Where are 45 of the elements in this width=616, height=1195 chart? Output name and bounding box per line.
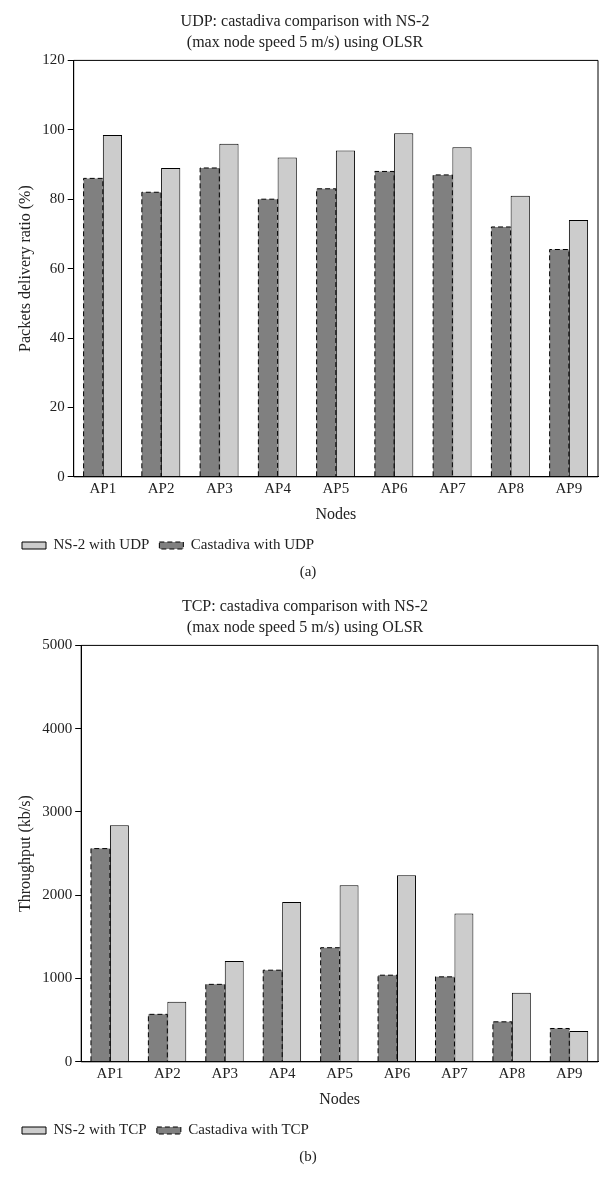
- y-tick-label: 4000: [42, 719, 73, 736]
- y-tick-label: 80: [49, 190, 65, 207]
- y-tick-label: 100: [42, 120, 65, 137]
- x-tick-label: AP5: [326, 1064, 353, 1081]
- x-tick-label: AP7: [441, 1064, 469, 1081]
- legend-label: Castadiva with TCP: [188, 1121, 309, 1138]
- x-axis-title: Nodes: [319, 1089, 361, 1107]
- y-tick-label: 5000: [42, 636, 73, 653]
- y-tick-label: 1000: [42, 969, 73, 986]
- x-tick-label: AP3: [206, 479, 233, 496]
- y-axis-title: Packets delivery ratio (%): [15, 185, 34, 352]
- x-tick-label: AP9: [555, 1064, 583, 1081]
- x-tick-label: AP1: [89, 479, 117, 496]
- x-tick-label: AP8: [498, 1064, 526, 1081]
- chart-title: TCP: castadiva comparison with NS-2: [181, 596, 429, 615]
- y-tick-label: 120: [42, 51, 65, 68]
- x-tick-label: AP4: [268, 1064, 297, 1081]
- legend-label: Castadiva with UDP: [190, 536, 315, 553]
- x-tick-label: AP6: [380, 479, 408, 496]
- text: (b): [298, 1148, 318, 1166]
- chart-title: UDP: castadiva comparison with NS-2: [180, 11, 430, 30]
- x-tick-label: AP4: [264, 479, 292, 496]
- text: (a): [298, 563, 318, 581]
- y-axis-title: Throughput (kb/s): [15, 795, 34, 913]
- x-tick-label: AP6: [383, 1064, 411, 1081]
- x-tick-label: AP8: [497, 479, 524, 496]
- y-tick-label: 2000: [42, 886, 73, 903]
- legend-label: NS-2 with TCP: [53, 1121, 147, 1138]
- y-tick-label: 60: [49, 259, 65, 276]
- x-tick-label: AP1: [96, 1064, 124, 1081]
- legend-label: NS-2 with UDP: [53, 536, 150, 553]
- y-tick-label: 0: [64, 1052, 73, 1069]
- x-axis-title: Nodes: [315, 504, 357, 522]
- x-tick-label: AP2: [147, 479, 175, 496]
- chart-subtitle: (max node speed 5 m/s) using OLSR: [186, 33, 424, 51]
- y-tick-label: 0: [57, 467, 65, 484]
- x-tick-label: AP5: [322, 479, 350, 496]
- y-tick-label: 40: [49, 328, 65, 345]
- x-tick-label: AP9: [555, 479, 583, 496]
- y-tick-label: 3000: [42, 802, 73, 819]
- x-tick-label: AP7: [439, 479, 467, 496]
- x-tick-label: AP2: [153, 1064, 181, 1081]
- y-tick-label: 20: [49, 398, 65, 415]
- x-tick-label: AP3: [211, 1064, 239, 1081]
- chart-subtitle: (max node speed 5 m/s) using OLSR: [186, 618, 424, 636]
